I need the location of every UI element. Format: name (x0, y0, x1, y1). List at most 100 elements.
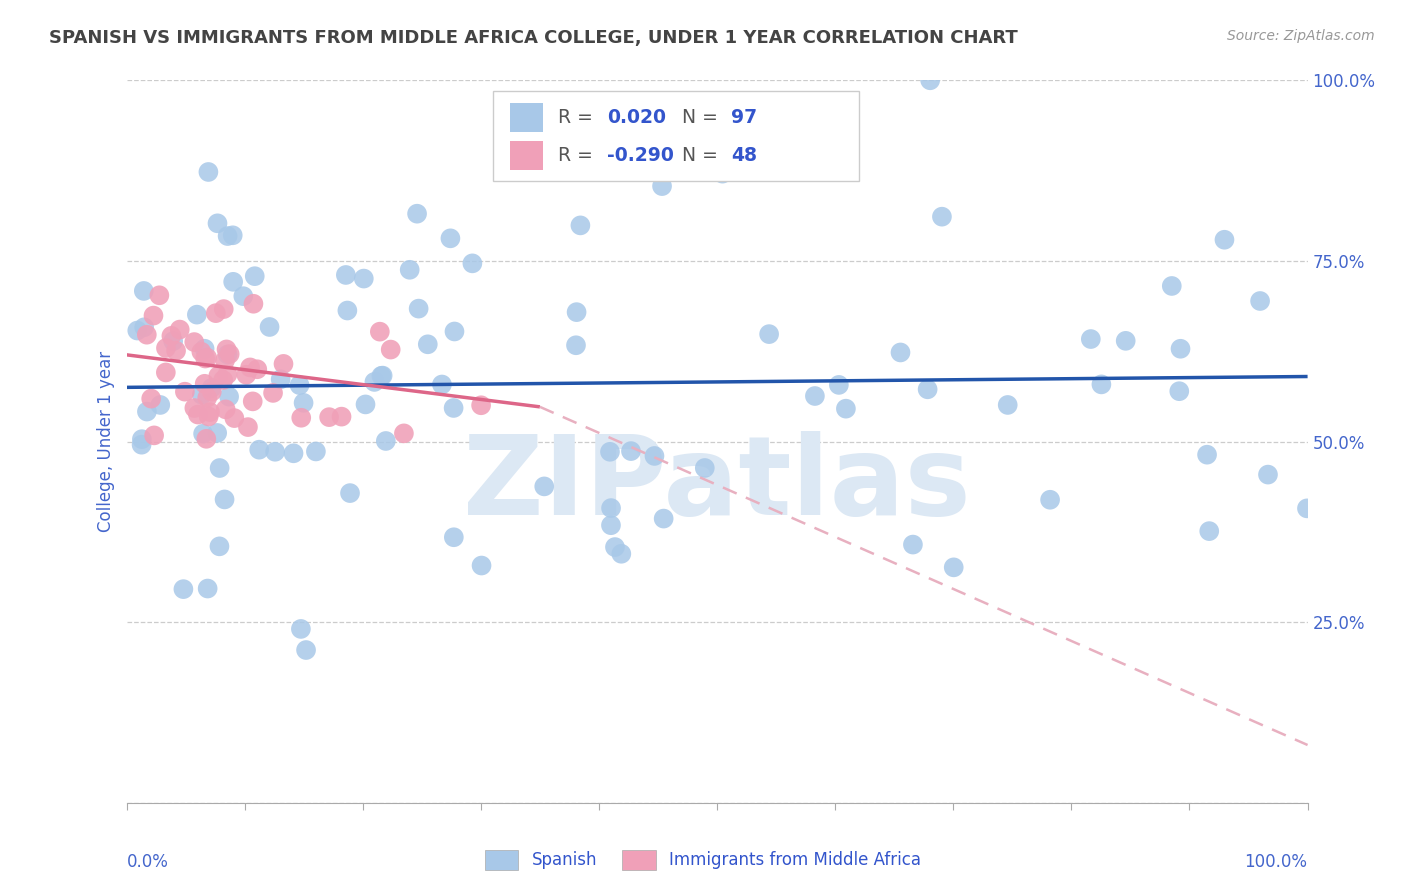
Point (212, 302, 235, 317)
Point (330, 409, 353, 424)
Point (353, 271, 375, 285)
Text: N =: N = (682, 146, 724, 165)
Point (273, 357, 295, 371)
Point (201, 381, 224, 395)
Point (214, 492, 236, 507)
Point (149, 398, 172, 412)
Point (208, 461, 231, 475)
FancyBboxPatch shape (510, 103, 544, 132)
Point (131, 432, 153, 446)
Point (610, 547, 633, 561)
Point (1213, 233, 1236, 247)
Point (224, 411, 246, 425)
Point (371, 368, 394, 383)
Point (183, 334, 205, 349)
Point (197, 582, 219, 596)
Point (1168, 384, 1191, 399)
Text: 0.0%: 0.0% (127, 854, 169, 871)
Point (242, 394, 264, 409)
Point (160, 329, 183, 343)
Point (318, 410, 340, 425)
Point (214, 353, 236, 368)
Point (194, 351, 217, 366)
Point (292, 396, 315, 410)
Point (162, 334, 184, 348)
Point (239, 360, 262, 375)
Point (368, 325, 391, 339)
Point (942, 560, 965, 574)
Point (191, 388, 214, 402)
Point (408, 301, 430, 316)
Point (183, 401, 205, 415)
Point (917, 382, 939, 396)
Point (232, 289, 254, 303)
Point (335, 268, 357, 282)
Point (288, 378, 311, 392)
Y-axis label: College, Under 1 year: College, Under 1 year (97, 351, 115, 533)
Point (132, 284, 155, 298)
Point (270, 372, 292, 386)
Point (212, 373, 235, 387)
Point (217, 229, 239, 244)
Point (443, 401, 465, 415)
Point (336, 303, 359, 318)
Point (1257, 467, 1279, 482)
Point (565, 338, 588, 352)
Point (194, 342, 217, 356)
Point (165, 343, 187, 358)
Point (339, 486, 361, 500)
Point (600, 518, 623, 533)
Point (135, 327, 157, 342)
Point (1115, 334, 1137, 348)
Point (889, 345, 911, 359)
FancyBboxPatch shape (510, 141, 544, 169)
Point (652, 511, 675, 525)
Point (828, 378, 851, 392)
Point (208, 539, 231, 553)
Text: R =: R = (558, 108, 599, 127)
Point (191, 426, 214, 441)
Point (201, 384, 224, 399)
Point (920, 73, 942, 87)
Point (195, 351, 218, 365)
Text: -0.290: -0.290 (607, 146, 673, 165)
Point (1296, 501, 1319, 516)
Point (1249, 293, 1271, 308)
Point (190, 344, 212, 359)
Point (835, 401, 858, 416)
Point (127, 324, 149, 338)
Point (215, 343, 238, 357)
Point (222, 228, 245, 243)
Point (194, 376, 217, 391)
Point (620, 444, 643, 458)
Point (295, 643, 318, 657)
Point (187, 408, 209, 422)
Point (134, 320, 156, 334)
Point (565, 305, 588, 319)
Point (470, 558, 492, 573)
Point (569, 219, 592, 233)
Point (533, 479, 555, 493)
Text: N =: N = (682, 108, 724, 127)
Text: Source: ZipAtlas.com: Source: ZipAtlas.com (1227, 29, 1375, 43)
Point (197, 165, 219, 179)
Point (599, 444, 621, 458)
Point (398, 262, 420, 277)
Point (242, 297, 264, 311)
Point (430, 377, 453, 392)
Text: SPANISH VS IMMIGRANTS FROM MIDDLE AFRICA COLLEGE, UNDER 1 YEAR CORRELATION CHART: SPANISH VS IMMIGRANTS FROM MIDDLE AFRICA… (49, 29, 1018, 46)
Point (142, 309, 165, 323)
Point (264, 444, 287, 458)
Point (236, 420, 259, 434)
Point (262, 385, 284, 400)
Point (197, 409, 219, 424)
Point (195, 432, 218, 446)
Point (758, 327, 780, 342)
Text: ZIPatlas: ZIPatlas (463, 432, 972, 539)
Point (804, 389, 827, 403)
Point (1198, 524, 1220, 538)
Point (217, 347, 239, 361)
Point (693, 461, 716, 475)
Point (1090, 377, 1112, 392)
Text: R =: R = (558, 146, 599, 165)
